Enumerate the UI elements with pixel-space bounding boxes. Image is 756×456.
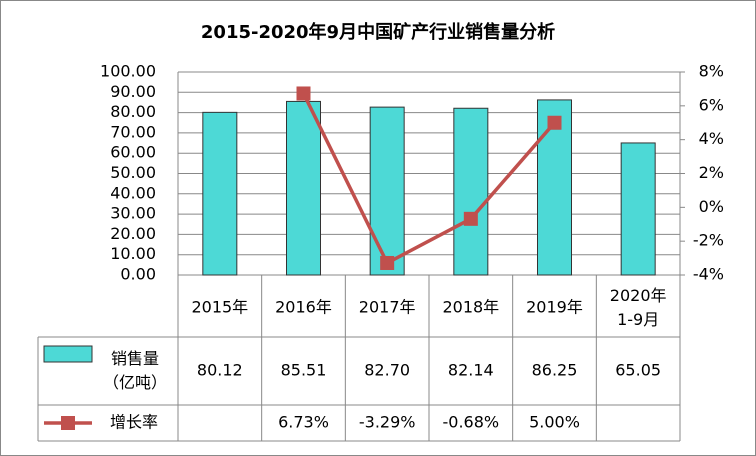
x-tick-label: 2019年 xyxy=(526,298,583,317)
y2-tick-label: 8% xyxy=(699,62,724,81)
y-tick-label: 20.00 xyxy=(110,224,156,243)
data-label: 86.25 xyxy=(532,361,578,380)
bar xyxy=(620,142,656,276)
line-marker xyxy=(463,211,478,226)
bar xyxy=(202,111,238,276)
y-tick-label: 50.00 xyxy=(110,163,156,182)
x-tick-label: 2018年 xyxy=(442,298,499,317)
bar xyxy=(453,107,489,276)
line-marker xyxy=(547,115,562,130)
y2-tick-label: 6% xyxy=(699,95,724,114)
y-tick-label: 100.00 xyxy=(100,62,156,81)
y-tick-label: 60.00 xyxy=(110,143,156,162)
legend-swatch xyxy=(43,345,93,363)
line-marker xyxy=(296,86,311,101)
y-tick-label: 30.00 xyxy=(110,204,156,223)
y2-tick-label: 4% xyxy=(699,129,724,148)
y-tick-label: 90.00 xyxy=(110,82,156,101)
y2-tick-label: -2% xyxy=(693,231,724,250)
bar xyxy=(369,106,405,276)
y2-tick-label: 0% xyxy=(699,197,724,216)
data-label: 6.73% xyxy=(278,413,329,432)
data-label: 5.00% xyxy=(529,413,580,432)
data-label: -0.68% xyxy=(443,413,500,432)
data-label: 82.70 xyxy=(364,361,410,380)
legend-label: 销售量（亿吨） xyxy=(103,349,167,392)
x-tick-label: 2020年 1-9月 xyxy=(610,286,667,329)
data-label: 65.05 xyxy=(615,361,661,380)
chart-title: 2015-2020年9月中国矿产行业销售量分析 xyxy=(201,21,555,43)
x-tick-label: 2016年 xyxy=(275,298,332,317)
x-tick-label: 2015年 xyxy=(191,298,248,317)
y2-tick-label: 2% xyxy=(699,163,724,182)
y-tick-label: 0.00 xyxy=(120,265,156,284)
y-tick-label: 80.00 xyxy=(110,102,156,121)
y-tick-label: 70.00 xyxy=(110,122,156,141)
y2-tick-label: -4% xyxy=(693,265,724,284)
legend-marker xyxy=(61,416,75,430)
data-label: 85.51 xyxy=(281,361,327,380)
data-label: -3.29% xyxy=(359,413,416,432)
line-marker xyxy=(380,255,395,270)
legend-label: 增长率 xyxy=(110,413,158,432)
x-tick-label: 2017年 xyxy=(359,298,416,317)
y-tick-label: 40.00 xyxy=(110,183,156,202)
bar xyxy=(286,100,321,276)
line xyxy=(301,92,556,266)
data-label: 82.14 xyxy=(448,361,494,380)
y-tick-label: 10.00 xyxy=(110,244,156,263)
data-label: 80.12 xyxy=(197,361,243,380)
